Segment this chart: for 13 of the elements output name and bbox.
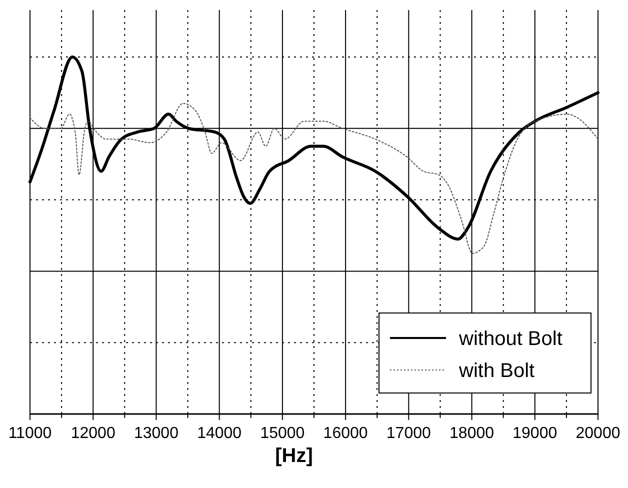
legend-label: without Bolt [458, 328, 563, 350]
x-axis-title: [Hz] [275, 445, 313, 467]
x-tick-label: 14000 [197, 425, 242, 442]
x-tick-label: 11000 [8, 425, 52, 442]
legend-label: with Bolt [458, 360, 536, 382]
x-tick-label: 16000 [323, 425, 368, 442]
x-tick-label: 18000 [450, 425, 494, 442]
x-tick-label: 19000 [512, 425, 558, 442]
x-tick-label: 13000 [134, 425, 179, 442]
x-tick-label: 17000 [386, 425, 432, 442]
x-tick-label: 20000 [576, 425, 620, 442]
x-tick-label: 15000 [260, 425, 305, 442]
x-tick-label: 12000 [70, 425, 116, 442]
